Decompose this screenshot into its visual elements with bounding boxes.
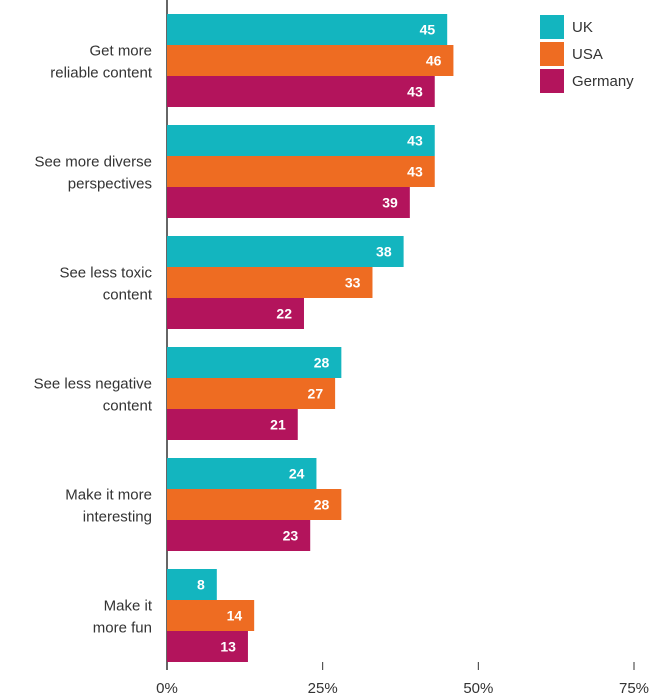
bar-value-label: 13	[220, 639, 236, 655]
bar-value-label: 27	[308, 386, 324, 402]
x-tick-label: 75%	[619, 680, 649, 695]
category-label-line: Make it more	[65, 487, 152, 504]
category-label-line: See less toxic	[59, 265, 152, 282]
bar-value-label: 24	[289, 466, 305, 482]
bar-value-label: 45	[420, 22, 436, 38]
bar-value-label: 28	[314, 497, 330, 513]
bar-value-label: 46	[426, 53, 442, 69]
bar	[167, 569, 217, 600]
category-label-line: Get more	[89, 43, 152, 60]
legend-label: UK	[572, 19, 593, 36]
legend-swatch	[540, 42, 564, 66]
category-label: See less toxic content	[59, 265, 152, 304]
category-label-line: content	[103, 398, 153, 415]
category-label-line: See more diverse	[34, 154, 152, 171]
bar	[167, 125, 435, 156]
category-label-line: perspectives	[68, 176, 152, 193]
legend-swatch	[540, 15, 564, 39]
category-label: Get more reliable content	[50, 43, 153, 82]
category-label: Make it more interesting	[65, 487, 152, 526]
bar	[167, 156, 435, 187]
bar-value-label: 23	[283, 528, 299, 544]
bar-value-label: 21	[270, 417, 286, 433]
bar-value-label: 43	[407, 84, 423, 100]
bar-value-label: 39	[382, 195, 398, 211]
bar	[167, 14, 447, 45]
bar-value-label: 28	[314, 355, 330, 371]
category-label: See less negative content	[34, 376, 153, 415]
legend-label: Germany	[572, 73, 634, 90]
x-tick-label: 0%	[156, 680, 178, 695]
bar-value-label: 22	[276, 306, 292, 322]
x-tick-label: 50%	[463, 680, 493, 695]
bar-value-label: 33	[345, 275, 361, 291]
legend-label: USA	[572, 46, 603, 63]
category-label: See more diverse perspectives	[34, 154, 152, 193]
legend-swatch	[540, 69, 564, 93]
category-label-line: reliable content	[50, 65, 153, 82]
category-label-line: content	[103, 287, 153, 304]
bar-value-label: 38	[376, 244, 392, 260]
bar-value-label: 43	[407, 164, 423, 180]
bar	[167, 187, 410, 218]
category-label-line: Make it	[104, 598, 153, 615]
x-tick-label: 25%	[308, 680, 338, 695]
bar-value-label: 8	[197, 577, 205, 593]
bar-value-label: 43	[407, 133, 423, 149]
category-label-line: more fun	[93, 620, 152, 637]
category-label: Make it more fun	[93, 598, 153, 637]
bar	[167, 45, 453, 76]
bar	[167, 236, 404, 267]
category-label-line: See less negative	[34, 376, 152, 393]
bar-value-label: 14	[227, 608, 243, 624]
category-label-line: interesting	[83, 509, 152, 526]
bar	[167, 267, 372, 298]
bar	[167, 76, 435, 107]
